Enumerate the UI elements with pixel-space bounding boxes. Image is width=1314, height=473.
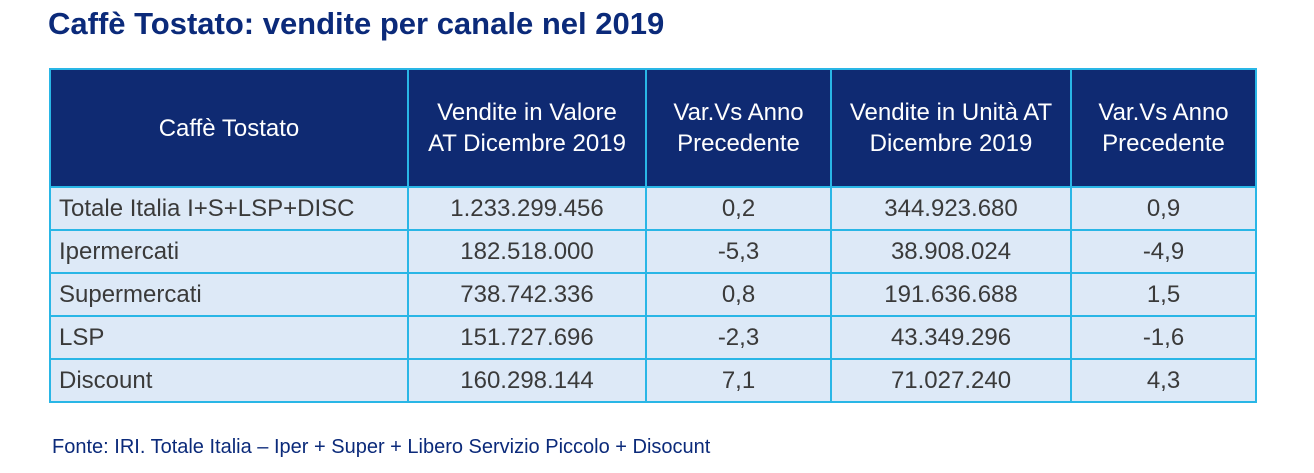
sales-value-cell: 1.233.299.456 <box>407 186 647 231</box>
sales-value-cell: 160.298.144 <box>407 358 647 403</box>
sales-value-cell: 738.742.336 <box>407 272 647 317</box>
units-variation-cell: -1,6 <box>1070 315 1257 360</box>
units-variation-cell: 4,3 <box>1070 358 1257 403</box>
channel-cell: LSP <box>49 315 409 360</box>
header-units-variation: Var.Vs Anno Precedente <box>1070 68 1257 188</box>
header-value-variation-line-1: Var.Vs Anno <box>673 99 804 126</box>
sales-value-cell: 151.727.696 <box>407 315 647 360</box>
sales-units-cell: 344.923.680 <box>830 186 1072 231</box>
value-variation-cell: 0,8 <box>645 272 832 317</box>
sales-value-cell: 182.518.000 <box>407 229 647 274</box>
table-body: Totale Italia I+S+LSP+DISC 1.233.299.456… <box>49 186 1257 403</box>
channel-cell: Totale Italia I+S+LSP+DISC <box>49 186 409 231</box>
header-sales-units-line-2: Dicembre 2019 <box>869 130 1033 157</box>
value-variation-cell: -2,3 <box>645 315 832 360</box>
sales-units-cell: 43.349.296 <box>830 315 1072 360</box>
sales-units-cell: 38.908.024 <box>830 229 1072 274</box>
sales-units-cell: 71.027.240 <box>830 358 1072 403</box>
header-sales-units: Vendite in Unità AT Dicembre 2019 <box>830 68 1072 188</box>
table-row: LSP 151.727.696 -2,3 43.349.296 -1,6 <box>49 315 1257 360</box>
header-value-variation-line-2: Precedente <box>677 130 800 157</box>
channel-cell: Discount <box>49 358 409 403</box>
page-title: Caffè Tostato: vendite per canale nel 20… <box>48 6 665 41</box>
value-variation-cell: 0,2 <box>645 186 832 231</box>
header-row: Caffè Tostato Vendite in Valore AT Dicem… <box>49 68 1257 188</box>
table-row: Discount 160.298.144 7,1 71.027.240 4,3 <box>49 358 1257 403</box>
header-units-variation-line-2: Precedente <box>1102 130 1225 157</box>
table-row: Supermercati 738.742.336 0,8 191.636.688… <box>49 272 1257 317</box>
sales-by-channel-table: Caffè Tostato Vendite in Valore AT Dicem… <box>49 68 1257 403</box>
table-header: Caffè Tostato Vendite in Valore AT Dicem… <box>49 68 1257 188</box>
units-variation-cell: 0,9 <box>1070 186 1257 231</box>
header-value-variation: Var.Vs Anno Precedente <box>645 68 832 188</box>
header-sales-units-line-1: Vendite in Unità AT <box>849 99 1053 126</box>
units-variation-cell: 1,5 <box>1070 272 1257 317</box>
channel-cell: Supermercati <box>49 272 409 317</box>
table-row: Totale Italia I+S+LSP+DISC 1.233.299.456… <box>49 186 1257 231</box>
units-variation-cell: -4,9 <box>1070 229 1257 274</box>
table-row: Ipermercati 182.518.000 -5,3 38.908.024 … <box>49 229 1257 274</box>
header-sales-value-line-1: Vendite in Valore <box>437 99 617 126</box>
value-variation-cell: -5,3 <box>645 229 832 274</box>
source-note: Fonte: IRI. Totale Italia – Iper + Super… <box>52 436 711 458</box>
header-channel-line-1: Caffè Tostato <box>158 114 300 142</box>
header-units-variation-line-1: Var.Vs Anno <box>1098 99 1229 126</box>
channel-cell: Ipermercati <box>49 229 409 274</box>
sales-units-cell: 191.636.688 <box>830 272 1072 317</box>
header-sales-value-line-2: AT Dicembre 2019 <box>428 130 626 157</box>
header-sales-value: Vendite in Valore AT Dicembre 2019 <box>407 68 647 188</box>
value-variation-cell: 7,1 <box>645 358 832 403</box>
header-channel: Caffè Tostato <box>49 68 409 188</box>
